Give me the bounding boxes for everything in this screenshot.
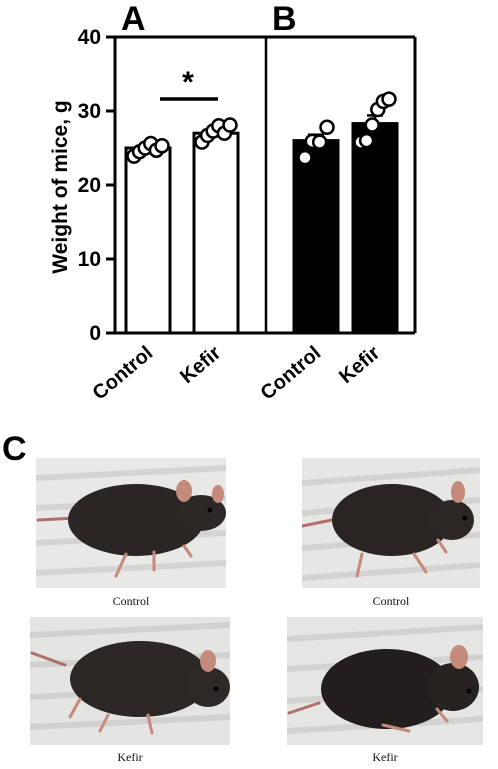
y-tick-label: 30 bbox=[78, 100, 101, 123]
panel-label-c: C bbox=[2, 430, 27, 468]
mouse-photo-control-1 bbox=[36, 458, 226, 588]
bar-a-kefir bbox=[192, 131, 240, 335]
data-point bbox=[297, 149, 313, 166]
bar-a-control bbox=[124, 146, 172, 335]
bar-b-control bbox=[292, 139, 340, 335]
x-tick-label: Kefir bbox=[335, 342, 384, 388]
photo-caption-kefir-1: Kefir bbox=[117, 750, 143, 764]
data-point bbox=[154, 138, 170, 154]
x-tick-label: Control bbox=[89, 342, 158, 405]
y-tick-label: 40 bbox=[78, 26, 101, 49]
photo-caption-control-1: Control bbox=[112, 594, 150, 608]
panel-label-a: A bbox=[121, 0, 146, 38]
photo-caption-control-2: Control bbox=[372, 594, 410, 608]
panel-label-b: B bbox=[272, 0, 297, 38]
x-tick-label: Control bbox=[257, 342, 326, 405]
data-point bbox=[319, 119, 335, 136]
y-tick-label: 0 bbox=[89, 322, 101, 345]
data-point bbox=[222, 117, 238, 133]
data-point bbox=[364, 117, 380, 133]
mouse-photo-kefir-2 bbox=[287, 617, 483, 745]
photo-caption-kefir-2: Kefir bbox=[372, 750, 398, 764]
mouse-photo-kefir-1 bbox=[30, 617, 230, 745]
mouse-photo-control-2 bbox=[302, 458, 480, 588]
x-tick-label: Kefir bbox=[176, 342, 225, 388]
y-tick-label: 10 bbox=[78, 248, 101, 271]
data-point bbox=[311, 134, 328, 150]
y-axis-title: Weight of mice, g bbox=[49, 100, 72, 273]
y-tick-label: 20 bbox=[78, 174, 101, 197]
significance-star: * bbox=[182, 66, 194, 99]
data-point bbox=[381, 91, 397, 107]
bar-b-kefir bbox=[351, 122, 399, 335]
data-point bbox=[358, 132, 375, 149]
